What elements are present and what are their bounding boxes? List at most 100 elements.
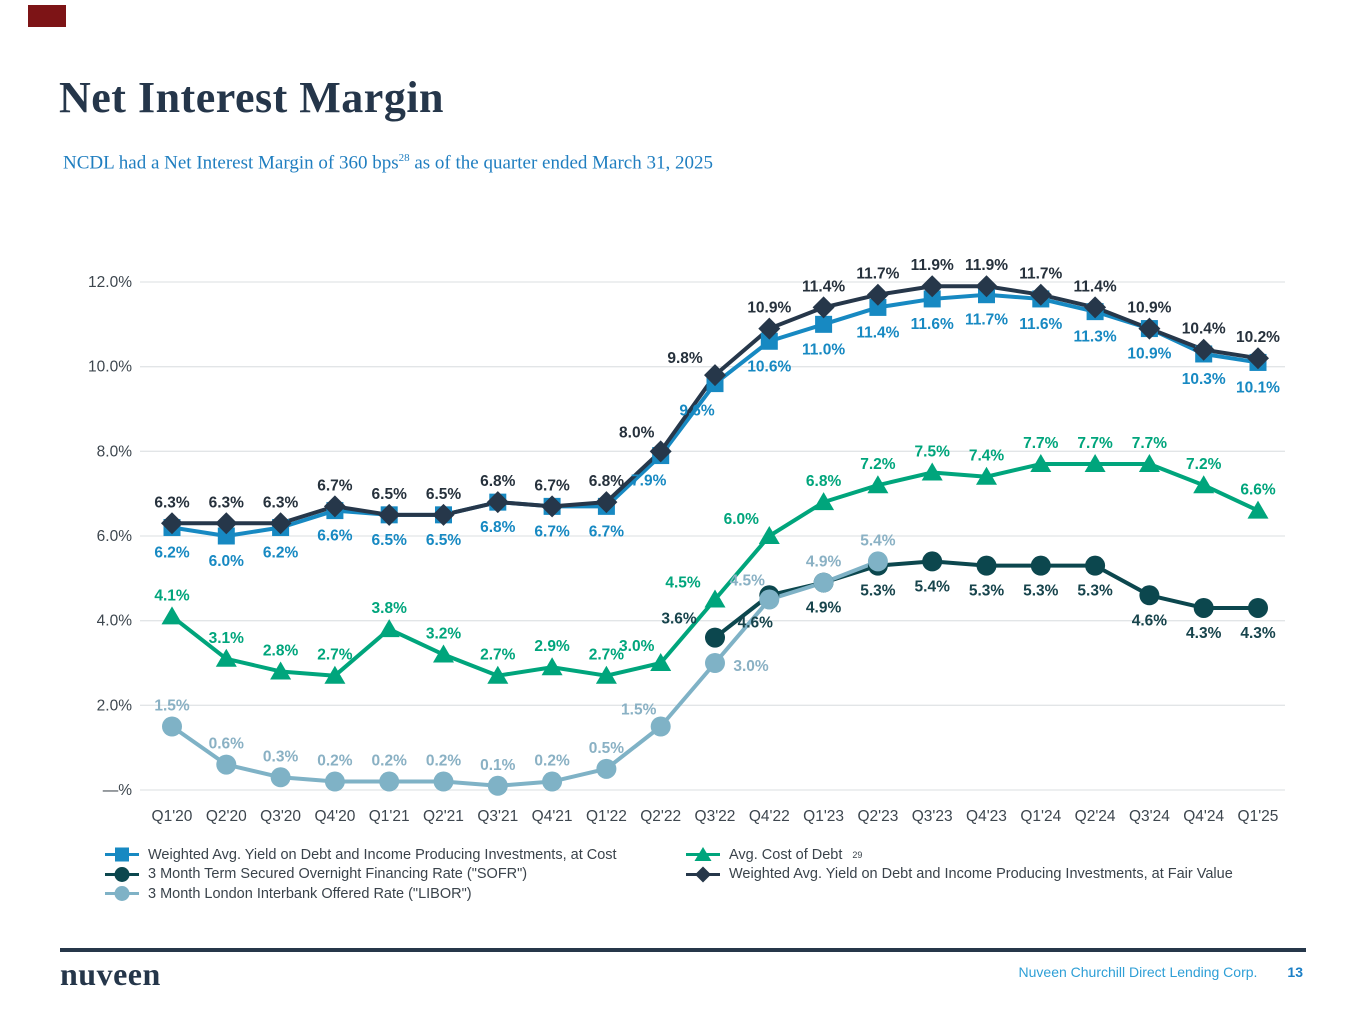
data-label: 3.2%: [426, 626, 462, 643]
subtitle-text-suffix: as of the quarter ended March 31, 2025: [409, 152, 713, 174]
data-label: 4.1%: [154, 587, 190, 604]
diamond-marker-icon: [486, 491, 509, 514]
circle-marker-icon: [922, 551, 943, 572]
legend-column-right: Avg. Cost of Debt 29 Weighted Avg. Yield o…: [686, 845, 1233, 884]
data-label: 10.9%: [1127, 346, 1171, 363]
data-label: 8.0%: [619, 424, 655, 441]
square-marker-icon: [869, 298, 887, 316]
diamond-marker-icon: [649, 440, 672, 463]
x-axis-tick-label: Q3'21: [477, 808, 518, 825]
data-label: 6.7%: [534, 477, 570, 494]
footer-company-name: Nuveen Churchill Direct Lending Corp.: [1018, 964, 1258, 980]
x-axis-tick-label: Q1'25: [1238, 808, 1279, 825]
legend-item: Weighted Avg. Yield on Debt and Income P…: [105, 845, 617, 865]
triangle-marker-icon: [433, 644, 454, 663]
circle-legend-marker-icon: [105, 866, 139, 882]
line-chart: 12.0% 10.0% 8.0% 6.0% 4.0% 2.0% —% Q1'20 Q2'20 Q3…: [88, 257, 1285, 825]
data-label: 6.5%: [426, 486, 462, 503]
x-axis-tick-label: Q2'23: [857, 808, 898, 825]
data-label: 0.1%: [480, 757, 516, 774]
circle-marker-icon: [705, 627, 725, 648]
circle-marker-icon: [487, 775, 508, 796]
data-label: 7.7%: [1023, 435, 1059, 452]
diamond-marker-icon: [432, 503, 455, 526]
diamond-marker-icon: [1192, 338, 1215, 361]
net-interest-margin-chart: 12.0% 10.0% 8.0% 6.0% 4.0% 2.0% —% Q1'20 Q2'20 Q3…: [70, 245, 1320, 830]
y-axis-tick-label: 8.0%: [97, 443, 133, 460]
circle-marker-icon: [867, 551, 888, 572]
x-axis-tick-label: Q4'22: [749, 808, 790, 825]
square-legend-marker-icon: [105, 847, 139, 862]
square-marker-icon: [760, 332, 778, 350]
diamond-marker-icon: [161, 512, 183, 535]
circle-marker-icon: [216, 754, 237, 775]
data-label: 6.7%: [317, 477, 353, 494]
legend-label: Weighted Avg. Yield on Debt and Income P…: [729, 866, 1233, 883]
legend-label: Weighted Avg. Yield on Debt and Income P…: [148, 846, 617, 863]
circle-marker-icon: [1139, 585, 1160, 606]
diamond-marker-icon: [975, 275, 998, 298]
data-label: 6.5%: [426, 532, 462, 549]
y-axis-tick-label: —%: [103, 782, 133, 799]
data-label: 5.3%: [969, 583, 1005, 600]
circle-marker-icon: [270, 767, 291, 788]
x-axis-tick-label: Q2'22: [640, 808, 681, 825]
diamond-marker-icon: [704, 364, 726, 387]
footer-divider: [60, 948, 1306, 952]
data-label: 7.2%: [1186, 456, 1222, 473]
triangle-marker-icon: [595, 665, 617, 684]
data-label: 11.0%: [802, 341, 845, 358]
data-label: 11.4%: [1074, 278, 1117, 295]
data-label: 9.8%: [667, 350, 703, 367]
data-label: 11.4%: [856, 324, 899, 341]
legend-marker: [686, 866, 720, 883]
data-label: 11.6%: [911, 316, 954, 333]
circle-marker-icon: [596, 758, 617, 779]
triangle-marker-icon: [1030, 454, 1052, 473]
data-label: 7.7%: [1132, 435, 1168, 452]
data-label: 6.0%: [724, 511, 760, 528]
diamond-marker-icon: [323, 495, 346, 518]
data-label: 11.6%: [1019, 316, 1062, 333]
diamond-marker-icon: [758, 317, 781, 340]
diamond-marker-icon: [595, 491, 618, 514]
triangle-marker-icon: [704, 589, 726, 608]
triangle-marker-icon: [487, 665, 509, 684]
circle-marker-icon: [1193, 597, 1214, 618]
data-label: 0.2%: [317, 753, 353, 770]
circle-marker-icon: [162, 716, 182, 737]
triangle-marker-icon: [324, 665, 346, 684]
subtitle-text: NCDL had a Net Interest Margin of 360 bp…: [63, 152, 399, 174]
triangle-marker-icon: [161, 606, 183, 625]
page-number: 13: [1287, 964, 1303, 980]
data-label: 2.7%: [480, 647, 516, 664]
footnote-ref-28: 28: [398, 152, 410, 164]
y-axis-tick-label: 6.0%: [97, 528, 133, 545]
x-axis-tick-label: Q3'22: [695, 808, 736, 825]
data-label: 1.5%: [621, 702, 657, 719]
triangle-marker-icon: [541, 657, 563, 676]
data-label: 6.3%: [209, 494, 245, 511]
diamond-marker-icon: [541, 495, 564, 518]
diamond-marker-icon: [215, 512, 238, 535]
circle-marker-icon: [324, 771, 345, 792]
nuveen-logo: nuveen: [60, 956, 161, 992]
diamond-marker-icon: [1138, 317, 1161, 340]
data-label: 9.6%: [679, 403, 715, 420]
data-label: 7.4%: [969, 448, 1005, 465]
data-label: 11.3%: [1074, 329, 1117, 346]
x-axis-tick-label: Q3'23: [912, 808, 953, 825]
circle-marker-icon: [1248, 597, 1268, 618]
data-label: 11.7%: [856, 266, 899, 283]
data-label: 6.8%: [806, 473, 842, 490]
diamond-legend-marker-icon: [686, 866, 720, 883]
data-label: 5.3%: [1023, 583, 1059, 600]
circle-marker-icon: [650, 716, 671, 737]
x-axis-tick-label: Q2'20: [206, 808, 247, 825]
y-axis-tick-label: 2.0%: [97, 697, 133, 714]
x-axis-tick-label: Q1'23: [803, 808, 844, 825]
subtitle: NCDL had a Net Interest Margin of 360 bp…: [63, 152, 713, 174]
data-label: 4.6%: [1132, 612, 1168, 629]
data-label: 0.2%: [372, 753, 408, 770]
